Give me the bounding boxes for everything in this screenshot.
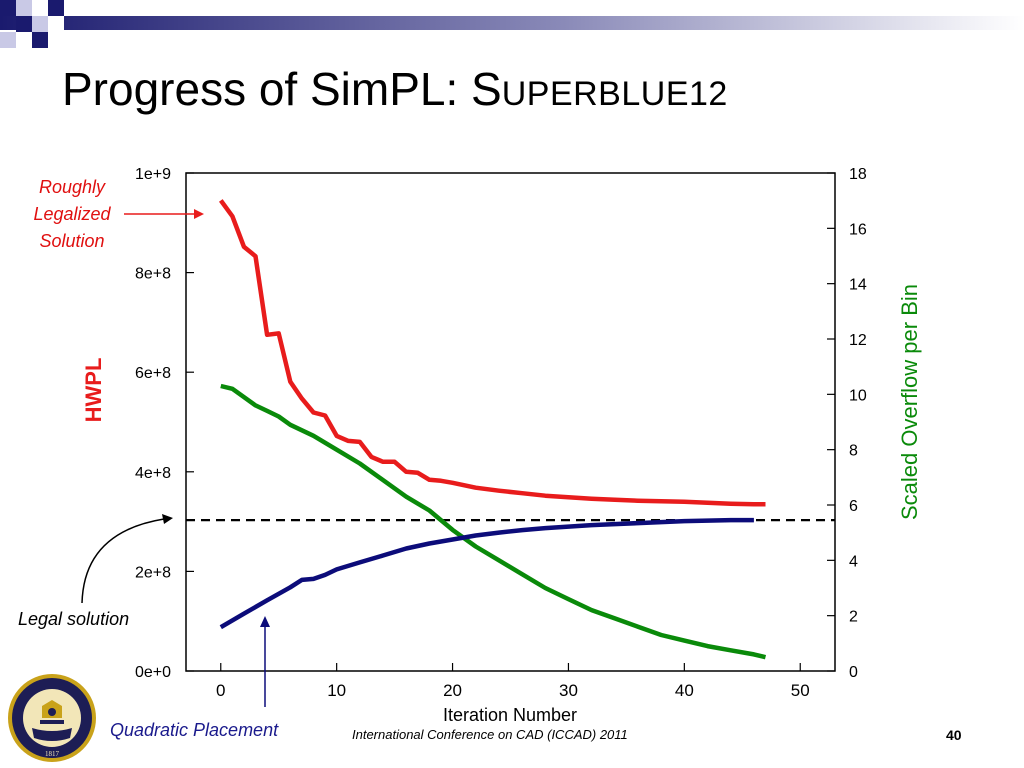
footer-conference: International Conference on CAD (ICCAD) … bbox=[352, 727, 628, 742]
annotation-quadratic-placement: Quadratic Placement bbox=[110, 720, 279, 740]
x-tick-label: 10 bbox=[327, 681, 346, 700]
y-right-tick-label: 18 bbox=[849, 166, 867, 183]
y-left-tick-label: 6e+8 bbox=[135, 365, 171, 382]
x-tick-label: 20 bbox=[443, 681, 462, 700]
quadratic-placement-series-line bbox=[219, 517, 754, 630]
y-left-tick-label: 4e+8 bbox=[135, 465, 171, 482]
slide-title: Progress of SimPL: SUPERBLUE12 bbox=[62, 62, 728, 116]
y-right-tick-label: 4 bbox=[849, 553, 858, 570]
y-right-tick-label: 10 bbox=[849, 387, 867, 404]
y-left-axis-label: HWPL bbox=[81, 358, 106, 423]
y-right-tick-label: 16 bbox=[849, 221, 867, 238]
arrowhead-quadratic-placement bbox=[260, 616, 270, 627]
page-number: 40 bbox=[946, 727, 962, 743]
x-tick-label: 50 bbox=[791, 681, 810, 700]
y-left-tick-label: 8e+8 bbox=[135, 266, 171, 283]
y-right-tick-label: 14 bbox=[849, 277, 867, 294]
x-tick-label: 0 bbox=[216, 681, 225, 700]
x-tick-label: 30 bbox=[559, 681, 578, 700]
arrowhead-legal-solution bbox=[162, 514, 173, 524]
y-right-tick-label: 6 bbox=[849, 498, 858, 515]
annotation-roughly-line-3: Solution bbox=[39, 231, 105, 251]
svg-text:1817: 1817 bbox=[45, 750, 60, 758]
hwpl-series-line bbox=[218, 199, 766, 507]
arrowhead-roughly-legalized bbox=[194, 209, 204, 219]
university-seal-logo: 1817 bbox=[8, 674, 96, 762]
y-left-tick-label: 0e+0 bbox=[135, 664, 171, 681]
x-axis-label: Iteration Number bbox=[443, 705, 577, 725]
plot-frame bbox=[185, 172, 836, 672]
y-right-tick-label: 8 bbox=[849, 443, 858, 460]
title-decoration bbox=[0, 0, 1024, 48]
y-right-tick-label: 0 bbox=[849, 664, 858, 681]
annotation-legal-solution: Legal solution bbox=[18, 609, 130, 629]
annotation-roughly-legalized: Roughly Legalized Solution bbox=[22, 174, 122, 255]
y-right-tick-label: 2 bbox=[849, 609, 858, 626]
slide-title-main: Progress of SimPL: S bbox=[62, 63, 502, 115]
y-right-axis-label: Scaled Overflow per Bin bbox=[897, 284, 922, 520]
x-tick-label: 40 bbox=[675, 681, 694, 700]
slide-title-smallcaps: UPERBLUE12 bbox=[501, 75, 728, 113]
arrow-legal-solution bbox=[81, 518, 165, 604]
annotation-roughly-line-2: Legalized bbox=[33, 204, 111, 224]
y-left-tick-label: 2e+8 bbox=[135, 564, 171, 581]
annotation-roughly-line-1: Roughly bbox=[38, 177, 106, 197]
y-right-tick-label: 12 bbox=[849, 332, 867, 349]
y-left-tick-label: 1e+9 bbox=[135, 166, 171, 183]
